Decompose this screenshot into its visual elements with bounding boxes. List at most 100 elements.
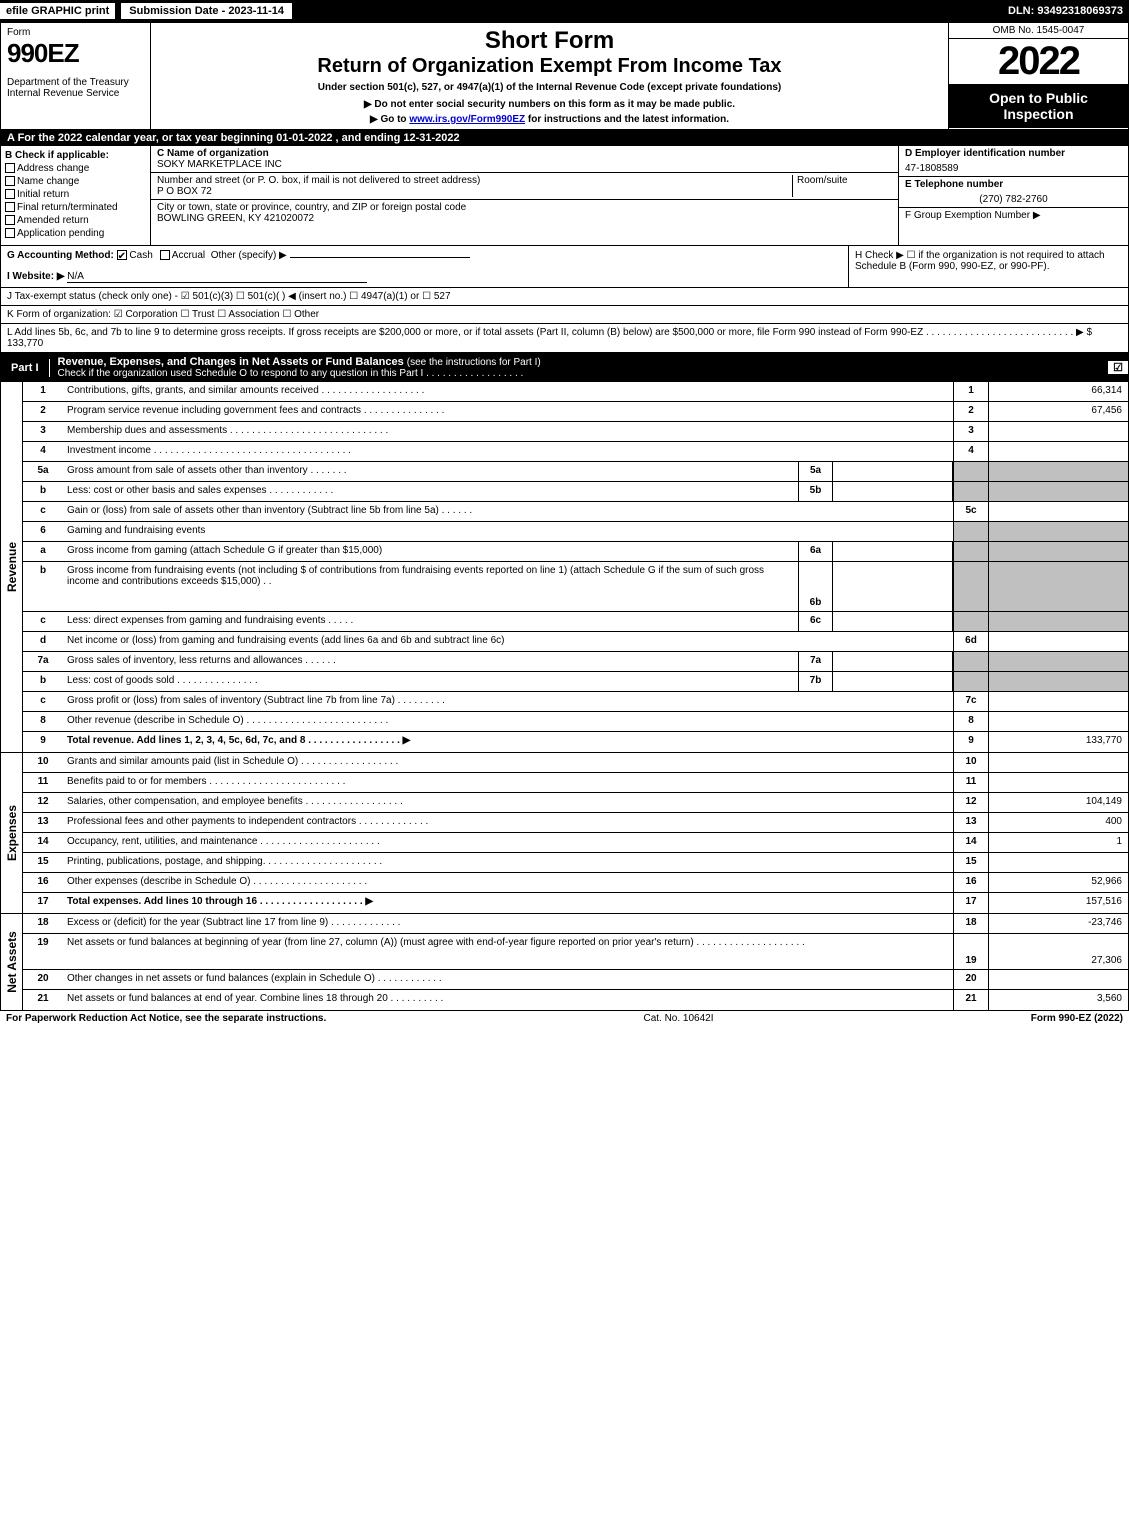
- line-num: 14: [23, 833, 63, 852]
- line-num: 7a: [23, 652, 63, 671]
- short-form-title: Short Form: [159, 27, 940, 55]
- line-desc: Net assets or fund balances at beginning…: [63, 934, 953, 969]
- line-mv: [833, 482, 953, 501]
- netassets-vert-text: Net Assets: [5, 931, 19, 993]
- g-label: G Accounting Method:: [7, 250, 114, 261]
- line-desc: Gaming and fundraising events: [63, 522, 953, 541]
- line-mn: 6c: [798, 612, 833, 631]
- line-rn: 17: [953, 893, 988, 913]
- line-num: b: [23, 482, 63, 501]
- line-desc: Occupancy, rent, utilities, and maintena…: [63, 833, 953, 852]
- line-desc: Gross profit or (loss) from sales of inv…: [63, 692, 953, 711]
- checkbox-accrual[interactable]: [160, 250, 170, 260]
- header-right: OMB No. 1545-0047 2022 Open to Public In…: [948, 23, 1128, 129]
- line-mn: 6a: [798, 542, 833, 561]
- line-val: [988, 773, 1128, 792]
- line-rn: 2: [953, 402, 988, 421]
- line-4: 4Investment income . . . . . . . . . . .…: [23, 442, 1128, 462]
- line-val: [988, 970, 1128, 989]
- netassets-body: 18Excess or (deficit) for the year (Subt…: [23, 914, 1128, 1010]
- line-val: [988, 753, 1128, 772]
- line-desc: Gross income from fundraising events (no…: [63, 562, 798, 611]
- line-num: c: [23, 612, 63, 631]
- row-k: K Form of organization: ☑ Corporation ☐ …: [1, 306, 1128, 324]
- line-desc: Gross sales of inventory, less returns a…: [63, 652, 798, 671]
- grey-cell: [953, 652, 988, 671]
- line-mv: [833, 542, 953, 561]
- checkbox-icon[interactable]: [5, 189, 15, 199]
- line-rn: 20: [953, 970, 988, 989]
- line-num: 15: [23, 853, 63, 872]
- city-label: City or town, state or province, country…: [157, 202, 892, 213]
- line-num: 5a: [23, 462, 63, 481]
- check-label: Initial return: [17, 189, 69, 200]
- grey-cell: [953, 462, 988, 481]
- line-3: 3Membership dues and assessments . . . .…: [23, 422, 1128, 442]
- website-value: N/A: [67, 271, 367, 283]
- line-num: 4: [23, 442, 63, 461]
- check-pending: Application pending: [5, 228, 146, 239]
- submission-date: Submission Date - 2023-11-14: [119, 1, 294, 21]
- line-rn: 15: [953, 853, 988, 872]
- return-title: Return of Organization Exempt From Incom…: [159, 55, 940, 78]
- row-g: G Accounting Method: ✔ Cash Accrual Othe…: [1, 246, 848, 287]
- grey-cell: [988, 522, 1128, 541]
- line-mn: 5b: [798, 482, 833, 501]
- part1-header: Part I Revenue, Expenses, and Changes in…: [1, 353, 1128, 382]
- line-num: 10: [23, 753, 63, 772]
- line-2: 2Program service revenue including gover…: [23, 402, 1128, 422]
- line-6a: aGross income from gaming (attach Schedu…: [23, 542, 1128, 562]
- line-mn: 6b: [798, 562, 833, 611]
- line-num: 19: [23, 934, 63, 969]
- line-val: 400: [988, 813, 1128, 832]
- line-desc: Other changes in net assets or fund bala…: [63, 970, 953, 989]
- check-label: Address change: [17, 163, 89, 174]
- row-l-text: L Add lines 5b, 6c, and 7b to line 9 to …: [7, 327, 1092, 338]
- c-city-row: City or town, state or province, country…: [151, 200, 898, 226]
- irs-label: Internal Revenue Service: [7, 88, 144, 99]
- line-num: 18: [23, 914, 63, 933]
- line-8: 8Other revenue (describe in Schedule O) …: [23, 712, 1128, 732]
- expenses-section: Expenses 10Grants and similar amounts pa…: [1, 753, 1128, 914]
- other-input[interactable]: [290, 257, 470, 258]
- line-val: 27,306: [988, 934, 1128, 969]
- line-a: A For the 2022 calendar year, or tax yea…: [1, 130, 1128, 146]
- line-mv: [833, 462, 953, 481]
- revenue-section: Revenue 1Contributions, gifts, grants, a…: [1, 382, 1128, 753]
- part1-checkbox[interactable]: ☑: [1108, 361, 1128, 374]
- line-num: 16: [23, 873, 63, 892]
- accrual-label: Accrual: [172, 250, 205, 261]
- checkbox-icon[interactable]: [5, 163, 15, 173]
- checkbox-icon[interactable]: [5, 176, 15, 186]
- line-desc: Less: direct expenses from gaming and fu…: [63, 612, 798, 631]
- line-mv: [833, 652, 953, 671]
- line-desc: Net income or (loss) from gaming and fun…: [63, 632, 953, 651]
- col-b: B Check if applicable: Address change Na…: [1, 146, 151, 245]
- section-bcdef: B Check if applicable: Address change Na…: [1, 146, 1128, 246]
- line-desc: Other expenses (describe in Schedule O) …: [63, 873, 953, 892]
- grey-cell: [988, 652, 1128, 671]
- line-19: 19Net assets or fund balances at beginni…: [23, 934, 1128, 970]
- grey-cell: [988, 612, 1128, 631]
- checkbox-icon[interactable]: [5, 202, 15, 212]
- line-desc: Salaries, other compensation, and employ…: [63, 793, 953, 812]
- line-mv: [833, 612, 953, 631]
- line-desc: Printing, publications, postage, and shi…: [63, 853, 953, 872]
- checkbox-icon[interactable]: [5, 215, 15, 225]
- goto-post: for instructions and the latest informat…: [525, 114, 729, 125]
- row-l: L Add lines 5b, 6c, and 7b to line 9 to …: [1, 324, 1128, 353]
- line-num: 3: [23, 422, 63, 441]
- revenue-body: 1Contributions, gifts, grants, and simil…: [23, 382, 1128, 752]
- checkbox-cash[interactable]: ✔: [117, 250, 127, 260]
- line-num: 21: [23, 990, 63, 1010]
- checkbox-icon[interactable]: [5, 228, 15, 238]
- line-mn: 5a: [798, 462, 833, 481]
- row-gh: G Accounting Method: ✔ Cash Accrual Othe…: [1, 246, 1128, 288]
- irs-link[interactable]: www.irs.gov/Form990EZ: [409, 114, 525, 125]
- grey-cell: [988, 542, 1128, 561]
- line-9: 9Total revenue. Add lines 1, 2, 3, 4, 5c…: [23, 732, 1128, 752]
- org-name: SOKY MARKETPLACE INC: [157, 159, 892, 170]
- f-label: F Group Exemption Number ▶: [899, 208, 1128, 223]
- line-7c: cGross profit or (loss) from sales of in…: [23, 692, 1128, 712]
- line-6b: bGross income from fundraising events (n…: [23, 562, 1128, 612]
